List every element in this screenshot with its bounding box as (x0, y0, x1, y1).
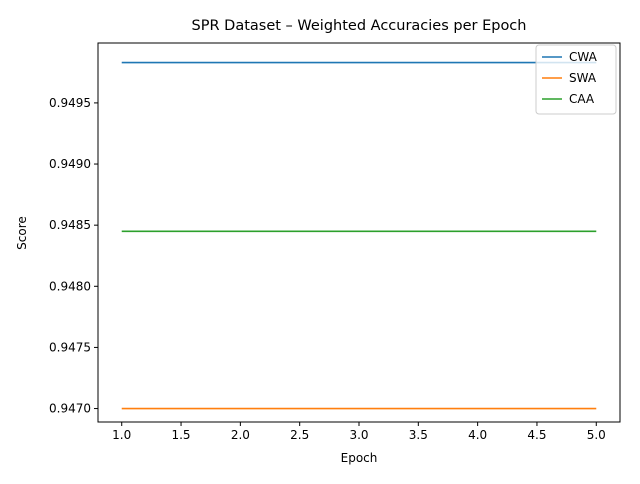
x-axis-ticks: 1.0 1.5 2.0 2.5 3.0 3.5 4.0 4.5 5.0 (112, 422, 606, 442)
y-tick-label: 0.9475 (49, 340, 91, 354)
chart-title: SPR Dataset – Weighted Accuracies per Ep… (192, 18, 527, 34)
y-axis-label: Score (15, 216, 29, 250)
y-axis-ticks: 0.9470 0.9475 0.9480 0.9485 0.9490 0.9495 (49, 96, 98, 416)
x-tick-label: 5.0 (587, 428, 606, 442)
y-tick-label: 0.9490 (49, 157, 91, 171)
x-tick-label: 3.5 (409, 428, 428, 442)
y-tick-label: 0.9495 (49, 96, 91, 110)
y-tick-label: 0.9485 (49, 218, 91, 232)
legend: CWA SWA CAA (535, 44, 617, 115)
legend-label-caa: CAA (569, 92, 595, 106)
x-tick-label: 1.0 (112, 428, 131, 442)
legend-box (535, 44, 617, 115)
legend-label-cwa: CWA (569, 50, 598, 64)
plot-area (121, 61, 597, 410)
x-tick-label: 3.0 (349, 428, 368, 442)
legend-label-swa: SWA (569, 71, 597, 85)
x-tick-label: 1.5 (171, 428, 190, 442)
x-tick-label: 2.0 (231, 428, 250, 442)
x-tick-label: 4.0 (468, 428, 487, 442)
y-tick-label: 0.9480 (49, 279, 91, 293)
x-tick-label: 2.5 (290, 428, 309, 442)
y-tick-label: 0.9470 (49, 402, 91, 416)
x-axis-label: Epoch (341, 451, 378, 465)
x-tick-label: 4.5 (527, 428, 546, 442)
